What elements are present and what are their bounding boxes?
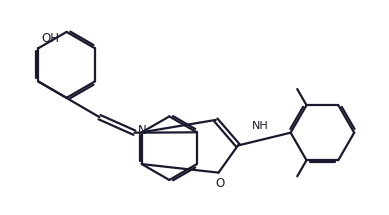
Text: OH: OH [41, 32, 59, 45]
Text: NH: NH [252, 121, 269, 131]
Text: O: O [216, 177, 225, 190]
Text: N: N [138, 124, 147, 137]
